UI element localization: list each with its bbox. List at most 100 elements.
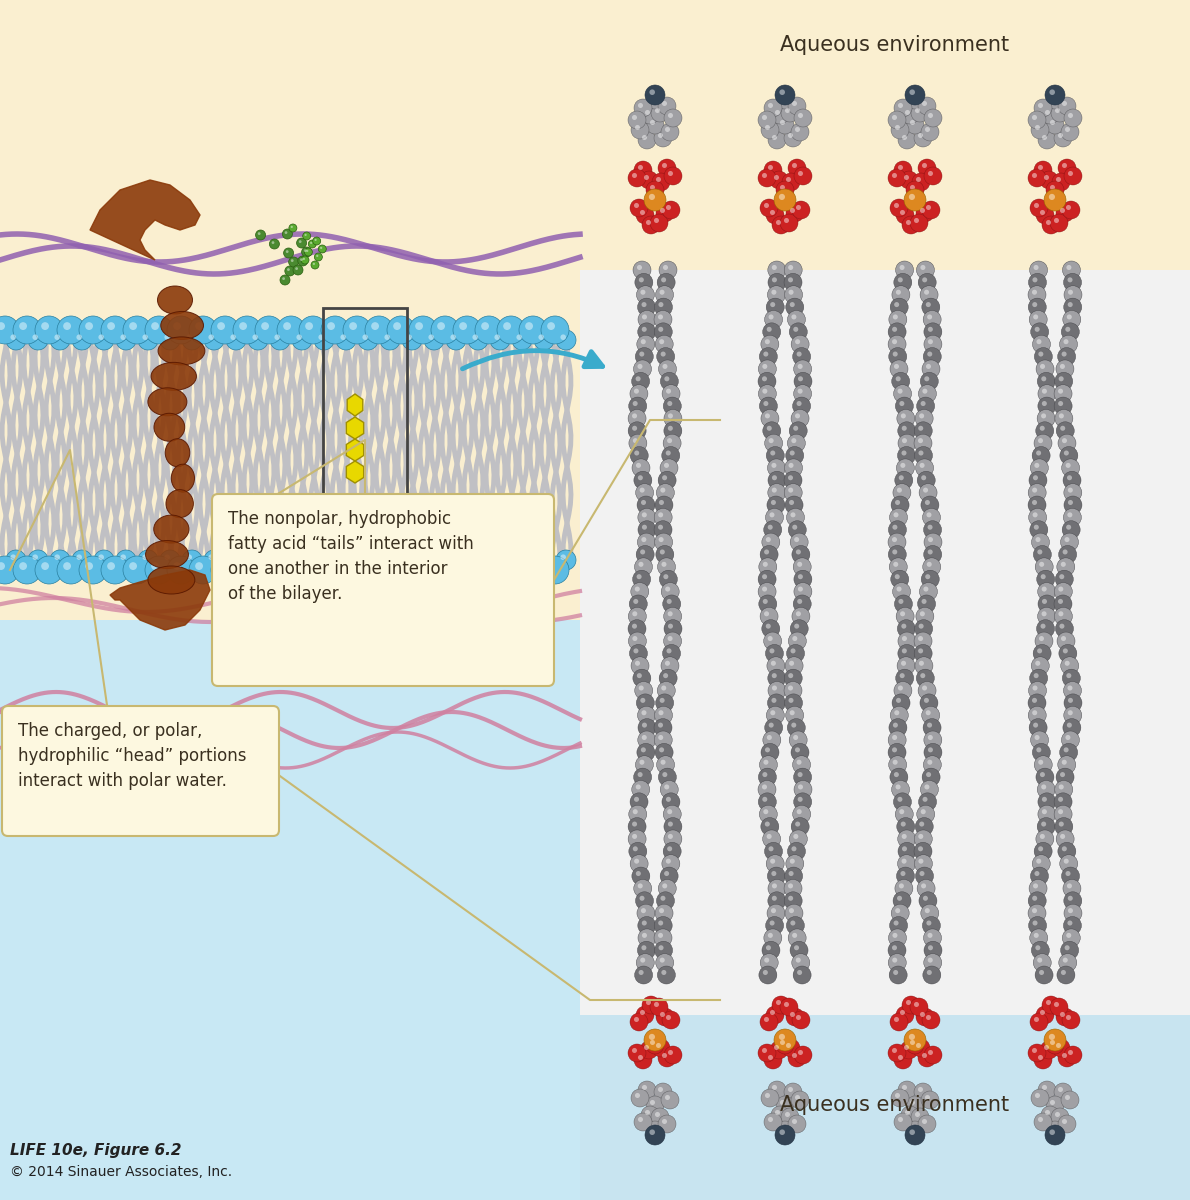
Circle shape	[384, 554, 390, 560]
Circle shape	[1038, 805, 1056, 823]
Circle shape	[1063, 472, 1081, 490]
Circle shape	[635, 348, 653, 366]
Circle shape	[927, 932, 933, 938]
Circle shape	[1035, 1093, 1040, 1098]
Circle shape	[794, 109, 812, 127]
Circle shape	[6, 550, 26, 570]
Text: Aqueous environment: Aqueous environment	[781, 35, 1009, 55]
Circle shape	[1032, 173, 1036, 178]
Circle shape	[1038, 846, 1044, 851]
Circle shape	[775, 1110, 779, 1115]
Circle shape	[1067, 908, 1073, 913]
Circle shape	[319, 335, 324, 340]
Circle shape	[1056, 1043, 1061, 1048]
Circle shape	[1028, 274, 1046, 292]
Circle shape	[760, 954, 778, 972]
Circle shape	[923, 743, 942, 761]
Circle shape	[446, 550, 466, 570]
Circle shape	[35, 316, 63, 344]
Circle shape	[637, 265, 641, 270]
Circle shape	[798, 113, 803, 118]
Circle shape	[189, 316, 217, 344]
Circle shape	[763, 562, 768, 566]
Circle shape	[630, 595, 647, 613]
Circle shape	[1064, 450, 1069, 456]
Circle shape	[779, 1040, 785, 1045]
Circle shape	[407, 554, 412, 560]
Circle shape	[282, 229, 293, 239]
Circle shape	[928, 550, 933, 554]
Circle shape	[1066, 932, 1071, 938]
Circle shape	[269, 239, 280, 248]
Text: © 2014 Sinauer Associates, Inc.: © 2014 Sinauer Associates, Inc.	[10, 1165, 232, 1178]
Circle shape	[239, 322, 248, 330]
Circle shape	[916, 397, 934, 415]
Circle shape	[1038, 958, 1042, 962]
Circle shape	[654, 929, 672, 947]
Circle shape	[766, 206, 784, 224]
Circle shape	[779, 1100, 785, 1105]
Circle shape	[407, 335, 412, 340]
Circle shape	[630, 793, 649, 811]
Circle shape	[923, 587, 928, 592]
Circle shape	[512, 550, 532, 570]
Circle shape	[909, 194, 915, 200]
Circle shape	[1046, 181, 1064, 199]
Circle shape	[641, 908, 646, 913]
Circle shape	[793, 734, 798, 740]
Circle shape	[656, 743, 674, 761]
Circle shape	[927, 352, 932, 356]
Circle shape	[1038, 397, 1056, 415]
Circle shape	[1035, 538, 1040, 542]
Circle shape	[387, 556, 415, 584]
Circle shape	[1029, 670, 1047, 688]
Circle shape	[904, 1028, 926, 1051]
Circle shape	[912, 1108, 929, 1126]
Circle shape	[759, 756, 777, 774]
Circle shape	[784, 458, 802, 476]
Circle shape	[659, 570, 677, 588]
Circle shape	[778, 194, 785, 200]
Circle shape	[784, 128, 802, 146]
Circle shape	[1054, 805, 1072, 823]
Circle shape	[174, 562, 181, 570]
Circle shape	[776, 181, 794, 199]
Circle shape	[760, 607, 778, 625]
Circle shape	[633, 401, 638, 406]
Circle shape	[628, 817, 646, 835]
Circle shape	[919, 648, 923, 654]
Circle shape	[1032, 941, 1050, 959]
Circle shape	[895, 805, 913, 823]
Circle shape	[915, 458, 934, 476]
Circle shape	[794, 570, 812, 588]
Circle shape	[1061, 636, 1066, 641]
Circle shape	[1036, 570, 1054, 588]
Circle shape	[1031, 199, 1048, 217]
Circle shape	[450, 554, 456, 560]
Circle shape	[916, 260, 934, 278]
Circle shape	[896, 607, 914, 625]
Circle shape	[921, 809, 926, 815]
Circle shape	[187, 335, 192, 340]
Circle shape	[889, 929, 907, 947]
Circle shape	[638, 719, 656, 737]
Circle shape	[914, 854, 933, 872]
Circle shape	[784, 274, 802, 292]
Circle shape	[503, 562, 511, 570]
Circle shape	[658, 326, 663, 332]
Circle shape	[637, 496, 655, 514]
Circle shape	[632, 624, 637, 629]
Circle shape	[902, 438, 907, 443]
Circle shape	[898, 1117, 903, 1122]
Circle shape	[926, 920, 932, 925]
Circle shape	[0, 322, 5, 330]
Circle shape	[896, 587, 902, 592]
Circle shape	[922, 797, 927, 802]
Circle shape	[770, 859, 775, 864]
Circle shape	[660, 868, 678, 886]
Circle shape	[894, 385, 912, 403]
Circle shape	[217, 562, 225, 570]
Circle shape	[662, 883, 668, 888]
Circle shape	[657, 348, 675, 366]
Circle shape	[915, 656, 933, 674]
